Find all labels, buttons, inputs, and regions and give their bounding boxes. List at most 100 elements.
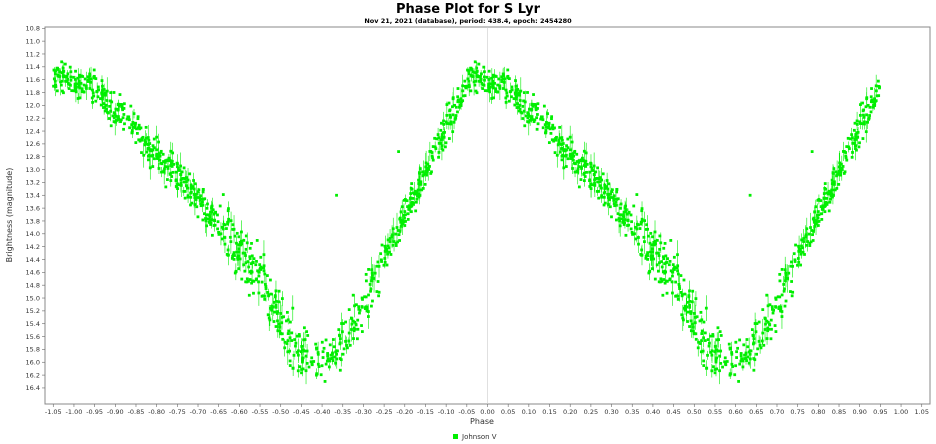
data-point xyxy=(655,251,659,255)
data-point xyxy=(672,267,676,270)
data-point xyxy=(399,210,403,214)
data-point xyxy=(845,145,849,148)
data-point xyxy=(146,143,150,146)
data-point xyxy=(862,115,866,119)
data-point xyxy=(575,160,579,163)
data-point xyxy=(83,77,87,81)
data-point xyxy=(456,95,460,99)
data-point xyxy=(837,172,841,176)
data-point xyxy=(737,380,740,383)
data-point xyxy=(398,239,401,242)
data-point xyxy=(658,247,662,251)
data-point xyxy=(377,290,381,294)
data-point xyxy=(237,254,241,258)
chart-subtitle: Nov 21, 2021 (database), period: 438.4, … xyxy=(364,17,572,25)
data-point xyxy=(248,257,252,261)
data-point xyxy=(787,271,791,275)
data-point xyxy=(768,303,772,307)
data-point xyxy=(629,227,633,231)
data-point xyxy=(383,249,387,253)
data-point xyxy=(582,171,586,175)
data-point xyxy=(390,235,394,239)
data-point xyxy=(167,156,171,160)
data-point xyxy=(128,126,132,130)
data-point xyxy=(780,315,784,318)
data-point xyxy=(774,296,778,300)
data-point xyxy=(401,222,404,226)
data-point xyxy=(648,270,651,274)
data-point xyxy=(329,353,333,357)
data-point xyxy=(399,219,403,222)
data-point xyxy=(475,91,479,95)
data-point xyxy=(403,224,407,227)
data-point xyxy=(591,169,594,172)
data-point xyxy=(671,291,674,295)
data-point xyxy=(105,108,108,111)
data-point xyxy=(760,339,764,343)
data-point xyxy=(69,78,73,82)
data-point xyxy=(261,266,265,270)
data-point xyxy=(454,114,458,117)
data-point xyxy=(170,162,173,165)
data-point xyxy=(475,66,479,70)
data-point xyxy=(588,178,592,182)
data-point xyxy=(243,251,247,255)
data-point xyxy=(386,244,390,248)
data-point xyxy=(116,103,120,107)
data-point xyxy=(137,123,141,127)
data-point xyxy=(724,362,727,366)
data-point xyxy=(177,183,181,187)
data-point xyxy=(209,223,213,226)
data-point xyxy=(486,89,489,93)
data-point xyxy=(594,170,598,174)
data-point xyxy=(105,89,109,93)
data-point xyxy=(755,322,759,325)
data-point xyxy=(481,87,485,90)
data-point xyxy=(406,218,410,221)
data-point xyxy=(288,320,292,324)
data-point xyxy=(611,188,614,192)
data-point xyxy=(331,359,335,363)
data-point xyxy=(437,136,441,140)
y-tick-label: 13.0 xyxy=(26,166,40,174)
data-point xyxy=(858,120,862,124)
data-point xyxy=(496,90,500,94)
data-point xyxy=(193,193,197,197)
data-point xyxy=(555,153,559,157)
data-point xyxy=(671,274,674,278)
data-point xyxy=(281,337,285,341)
data-point xyxy=(123,122,126,126)
data-point xyxy=(331,338,335,341)
data-point xyxy=(403,216,406,220)
data-point xyxy=(878,85,881,89)
data-point xyxy=(589,182,593,186)
data-point xyxy=(102,102,106,106)
data-point xyxy=(874,99,878,103)
data-point xyxy=(550,117,553,121)
x-tick-label: 0.90 xyxy=(852,408,866,416)
data-point xyxy=(525,114,528,118)
data-point xyxy=(688,299,692,303)
data-point xyxy=(61,66,65,70)
data-point xyxy=(335,357,339,361)
data-point xyxy=(77,79,81,83)
data-point xyxy=(585,162,589,166)
data-point xyxy=(476,75,479,78)
data-point xyxy=(811,233,814,237)
y-tick-label: 13.4 xyxy=(26,192,40,200)
data-point xyxy=(214,210,218,214)
data-point xyxy=(688,303,691,307)
data-point xyxy=(122,107,126,110)
data-point xyxy=(514,92,518,96)
data-point xyxy=(782,283,786,286)
data-point xyxy=(700,332,704,336)
data-point xyxy=(226,253,230,257)
data-point xyxy=(274,299,278,303)
data-point xyxy=(66,77,69,81)
data-point xyxy=(244,247,248,251)
data-point xyxy=(176,182,179,186)
data-point xyxy=(121,116,125,120)
data-point xyxy=(414,209,418,213)
data-point xyxy=(678,287,681,290)
data-point xyxy=(69,70,73,74)
